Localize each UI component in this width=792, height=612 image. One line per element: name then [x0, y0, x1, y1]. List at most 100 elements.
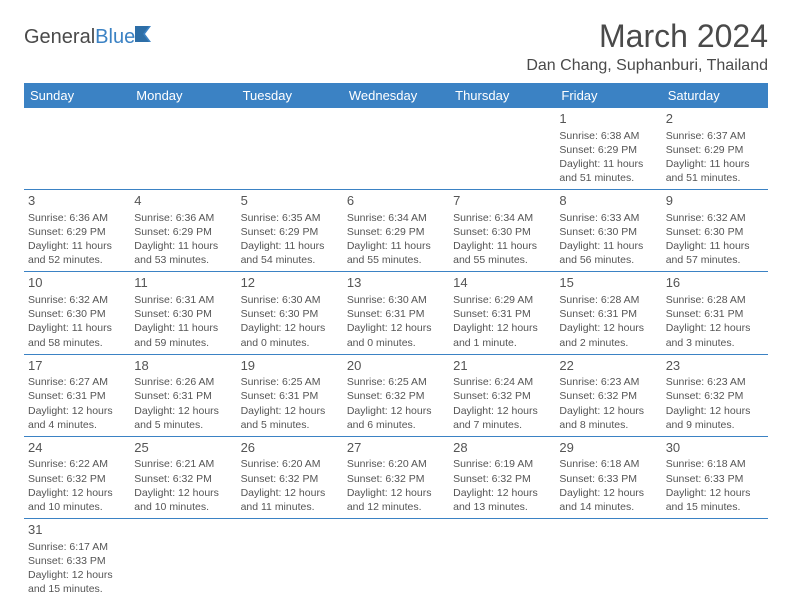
sunset-text: Sunset: 6:30 PM: [666, 225, 764, 239]
sunset-text: Sunset: 6:29 PM: [666, 143, 764, 157]
sunset-text: Sunset: 6:30 PM: [453, 225, 551, 239]
daylight-text: Daylight: 12 hours and 11 minutes.: [241, 486, 339, 514]
sunrise-text: Sunrise: 6:34 AM: [347, 211, 445, 225]
sunrise-text: Sunrise: 6:33 AM: [559, 211, 657, 225]
calendar-day-cell: 1Sunrise: 6:38 AMSunset: 6:29 PMDaylight…: [555, 108, 661, 190]
sunrise-text: Sunrise: 6:22 AM: [28, 457, 126, 471]
calendar-empty-cell: [449, 519, 555, 601]
sunset-text: Sunset: 6:31 PM: [28, 389, 126, 403]
logo-word-2: Blue: [95, 26, 135, 48]
calendar-week-row: 17Sunrise: 6:27 AMSunset: 6:31 PMDayligh…: [24, 354, 768, 436]
calendar-week-row: 3Sunrise: 6:36 AMSunset: 6:29 PMDaylight…: [24, 190, 768, 272]
sunset-text: Sunset: 6:29 PM: [241, 225, 339, 239]
daylight-text: Daylight: 12 hours and 3 minutes.: [666, 321, 764, 349]
day-number: 5: [241, 192, 339, 210]
day-number: 21: [453, 357, 551, 375]
calendar-day-cell: 25Sunrise: 6:21 AMSunset: 6:32 PMDayligh…: [130, 436, 236, 518]
day-number: 10: [28, 274, 126, 292]
day-number: 11: [134, 274, 232, 292]
calendar-day-cell: 20Sunrise: 6:25 AMSunset: 6:32 PMDayligh…: [343, 354, 449, 436]
day-number: 24: [28, 439, 126, 457]
sunrise-text: Sunrise: 6:25 AM: [241, 375, 339, 389]
weekday-header-row: SundayMondayTuesdayWednesdayThursdayFrid…: [24, 83, 768, 108]
daylight-text: Daylight: 12 hours and 15 minutes.: [28, 568, 126, 596]
day-number: 22: [559, 357, 657, 375]
day-number: 4: [134, 192, 232, 210]
daylight-text: Daylight: 12 hours and 8 minutes.: [559, 404, 657, 432]
calendar-empty-cell: [662, 519, 768, 601]
sunset-text: Sunset: 6:31 PM: [241, 389, 339, 403]
calendar-week-row: 31Sunrise: 6:17 AMSunset: 6:33 PMDayligh…: [24, 519, 768, 601]
daylight-text: Daylight: 11 hours and 58 minutes.: [28, 321, 126, 349]
weekday-header: Saturday: [662, 83, 768, 108]
sunset-text: Sunset: 6:32 PM: [666, 389, 764, 403]
daylight-text: Daylight: 12 hours and 5 minutes.: [241, 404, 339, 432]
sunrise-text: Sunrise: 6:35 AM: [241, 211, 339, 225]
weekday-header: Monday: [130, 83, 236, 108]
sunset-text: Sunset: 6:33 PM: [666, 472, 764, 486]
day-number: 13: [347, 274, 445, 292]
calendar-day-cell: 3Sunrise: 6:36 AMSunset: 6:29 PMDaylight…: [24, 190, 130, 272]
sunset-text: Sunset: 6:31 PM: [559, 307, 657, 321]
day-number: 7: [453, 192, 551, 210]
day-number: 9: [666, 192, 764, 210]
daylight-text: Daylight: 11 hours and 51 minutes.: [559, 157, 657, 185]
daylight-text: Daylight: 12 hours and 5 minutes.: [134, 404, 232, 432]
sunrise-text: Sunrise: 6:26 AM: [134, 375, 232, 389]
sunrise-text: Sunrise: 6:21 AM: [134, 457, 232, 471]
calendar-day-cell: 14Sunrise: 6:29 AMSunset: 6:31 PMDayligh…: [449, 272, 555, 354]
calendar-day-cell: 29Sunrise: 6:18 AMSunset: 6:33 PMDayligh…: [555, 436, 661, 518]
daylight-text: Daylight: 12 hours and 9 minutes.: [666, 404, 764, 432]
sunset-text: Sunset: 6:33 PM: [559, 472, 657, 486]
sunset-text: Sunset: 6:32 PM: [134, 472, 232, 486]
sunset-text: Sunset: 6:31 PM: [134, 389, 232, 403]
day-number: 16: [666, 274, 764, 292]
day-number: 27: [347, 439, 445, 457]
sunrise-text: Sunrise: 6:31 AM: [134, 293, 232, 307]
sunrise-text: Sunrise: 6:27 AM: [28, 375, 126, 389]
sunset-text: Sunset: 6:30 PM: [241, 307, 339, 321]
day-number: 30: [666, 439, 764, 457]
daylight-text: Daylight: 11 hours and 52 minutes.: [28, 239, 126, 267]
sunrise-text: Sunrise: 6:38 AM: [559, 129, 657, 143]
sunset-text: Sunset: 6:29 PM: [347, 225, 445, 239]
logo-word-1: General: [24, 26, 95, 48]
weekday-header: Wednesday: [343, 83, 449, 108]
sunrise-text: Sunrise: 6:34 AM: [453, 211, 551, 225]
sunset-text: Sunset: 6:31 PM: [666, 307, 764, 321]
daylight-text: Daylight: 12 hours and 6 minutes.: [347, 404, 445, 432]
sunrise-text: Sunrise: 6:32 AM: [666, 211, 764, 225]
daylight-text: Daylight: 12 hours and 10 minutes.: [134, 486, 232, 514]
sunrise-text: Sunrise: 6:28 AM: [666, 293, 764, 307]
daylight-text: Daylight: 12 hours and 2 minutes.: [559, 321, 657, 349]
day-number: 19: [241, 357, 339, 375]
daylight-text: Daylight: 12 hours and 0 minutes.: [347, 321, 445, 349]
day-number: 6: [347, 192, 445, 210]
month-title: March 2024: [526, 18, 768, 55]
day-number: 28: [453, 439, 551, 457]
sunrise-text: Sunrise: 6:36 AM: [134, 211, 232, 225]
calendar-day-cell: 27Sunrise: 6:20 AMSunset: 6:32 PMDayligh…: [343, 436, 449, 518]
sunrise-text: Sunrise: 6:28 AM: [559, 293, 657, 307]
sunrise-text: Sunrise: 6:23 AM: [666, 375, 764, 389]
day-number: 31: [28, 521, 126, 539]
daylight-text: Daylight: 12 hours and 10 minutes.: [28, 486, 126, 514]
sunset-text: Sunset: 6:32 PM: [347, 389, 445, 403]
sunrise-text: Sunrise: 6:20 AM: [347, 457, 445, 471]
day-number: 3: [28, 192, 126, 210]
sunset-text: Sunset: 6:32 PM: [453, 472, 551, 486]
sunset-text: Sunset: 6:32 PM: [559, 389, 657, 403]
calendar-day-cell: 26Sunrise: 6:20 AMSunset: 6:32 PMDayligh…: [237, 436, 343, 518]
sunset-text: Sunset: 6:29 PM: [28, 225, 126, 239]
day-number: 2: [666, 110, 764, 128]
calendar-empty-cell: [343, 519, 449, 601]
calendar-day-cell: 2Sunrise: 6:37 AMSunset: 6:29 PMDaylight…: [662, 108, 768, 190]
day-number: 1: [559, 110, 657, 128]
daylight-text: Daylight: 12 hours and 1 minute.: [453, 321, 551, 349]
calendar-day-cell: 8Sunrise: 6:33 AMSunset: 6:30 PMDaylight…: [555, 190, 661, 272]
calendar-day-cell: 6Sunrise: 6:34 AMSunset: 6:29 PMDaylight…: [343, 190, 449, 272]
calendar-empty-cell: [130, 519, 236, 601]
header: GeneralBlue March 2024 Dan Chang, Suphan…: [24, 18, 768, 75]
sunset-text: Sunset: 6:32 PM: [453, 389, 551, 403]
daylight-text: Daylight: 12 hours and 7 minutes.: [453, 404, 551, 432]
